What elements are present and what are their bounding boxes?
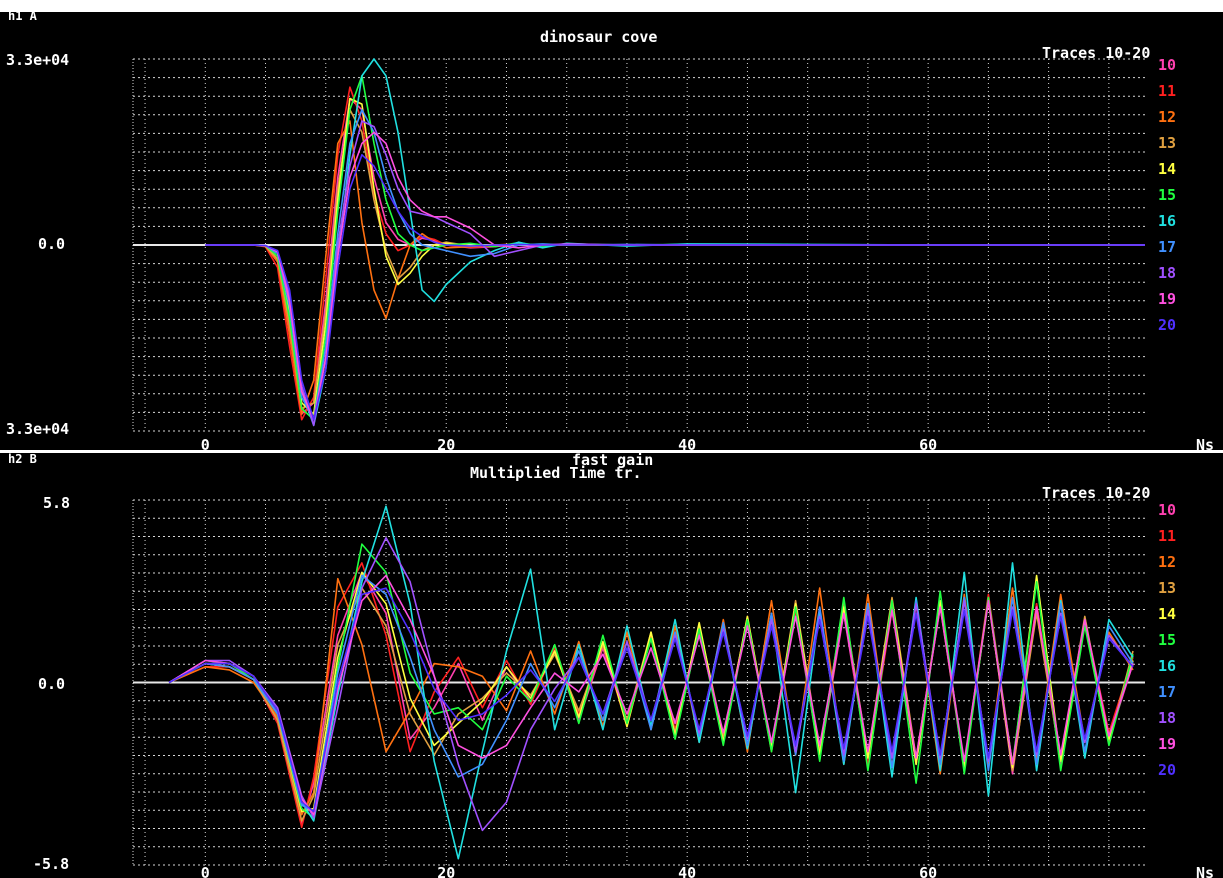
- legend-entry-17: 17: [1158, 238, 1176, 256]
- x-tick-label: 60: [919, 864, 937, 878]
- y-axis-top-label: 5.8: [43, 494, 70, 512]
- top-chart-svg: h1 A dinosaur cove 3.3e+04 0.0 3.3e+04 T…: [6, 12, 1214, 450]
- top-chart-legend: 10 11 12 13 14 15 16 17 18 19 20: [1158, 56, 1176, 334]
- legend-entry-12: 12: [1158, 108, 1176, 126]
- x-tick-label: 20: [437, 864, 455, 878]
- y-axis-zero-label: 0.0: [38, 675, 65, 693]
- bottom-chart-svg: h2 B fast gain Multiplied Time tr. 5.8 0…: [8, 453, 1214, 878]
- legend-entry-17: 17: [1158, 683, 1176, 701]
- chart-title: dinosaur cove: [540, 28, 657, 46]
- legend-entry-19: 19: [1158, 290, 1176, 308]
- legend-title: Traces 10-20: [1042, 484, 1150, 502]
- trace-line-19: [168, 574, 1134, 816]
- top-chart-grid: [132, 58, 1145, 432]
- legend-entry-15: 15: [1158, 631, 1176, 649]
- trace-line-16: [205, 58, 1145, 427]
- legend-entry-16: 16: [1158, 657, 1176, 675]
- top-chart-x-ticks: 0 20 40 60: [201, 436, 937, 450]
- panel-id-label: h2 B: [8, 453, 37, 466]
- bottom-chart-traces: [168, 505, 1134, 860]
- trace-line-20: [205, 154, 1145, 421]
- legend-entry-18: 18: [1158, 709, 1176, 727]
- legend-entry-20: 20: [1158, 316, 1176, 334]
- y-axis-bottom-label: 3.3e+04: [6, 420, 69, 438]
- x-tick-label: 0: [201, 864, 210, 878]
- panel-id-label: h1 A: [8, 12, 38, 23]
- legend-title: Traces 10-20: [1042, 44, 1150, 62]
- chart-subtitle: fast gain: [572, 453, 653, 469]
- legend-entry-13: 13: [1158, 134, 1176, 152]
- legend-entry-16: 16: [1158, 212, 1176, 230]
- x-tick-label: 40: [678, 436, 696, 450]
- legend-entry-14: 14: [1158, 160, 1176, 178]
- y-axis-zero-label: 0.0: [38, 235, 65, 253]
- legend-entry-13: 13: [1158, 579, 1176, 597]
- x-axis-end-label: Ns: [1196, 864, 1214, 878]
- legend-entry-18: 18: [1158, 264, 1176, 282]
- x-tick-label: 60: [919, 436, 937, 450]
- x-tick-label: 40: [678, 864, 696, 878]
- bottom-chart-x-ticks: 0 20 40 60: [201, 864, 937, 878]
- bottom-chart-grid: [132, 499, 1145, 866]
- x-tick-label: 20: [437, 436, 455, 450]
- x-axis-end-label: Ns: [1196, 436, 1214, 450]
- legend-entry-19: 19: [1158, 735, 1176, 753]
- trace-line-17: [205, 108, 1145, 421]
- legend-entry-11: 11: [1158, 527, 1176, 545]
- x-tick-label: 0: [201, 436, 210, 450]
- y-axis-top-label: 3.3e+04: [6, 51, 69, 69]
- top-chart-panel: h1 A dinosaur cove 3.3e+04 0.0 3.3e+04 T…: [0, 12, 1223, 450]
- legend-entry-15: 15: [1158, 186, 1176, 204]
- legend-entry-14: 14: [1158, 605, 1176, 623]
- trace-line-20: [168, 587, 1134, 813]
- chart-title: Multiplied Time tr.: [470, 464, 642, 482]
- legend-entry-10: 10: [1158, 501, 1176, 519]
- legend-entry-20: 20: [1158, 761, 1176, 779]
- legend-entry-12: 12: [1158, 553, 1176, 571]
- trace-line-13: [205, 108, 1145, 410]
- bottom-chart-panel: h2 B fast gain Multiplied Time tr. 5.8 0…: [0, 453, 1223, 878]
- legend-entry-10: 10: [1158, 56, 1176, 74]
- bottom-chart-legend: 10 11 12 13 14 15 16 17 18 19 20: [1158, 501, 1176, 779]
- top-chart-traces: [205, 58, 1145, 427]
- legend-entry-11: 11: [1158, 82, 1176, 100]
- y-axis-bottom-label: -5.8: [33, 855, 69, 873]
